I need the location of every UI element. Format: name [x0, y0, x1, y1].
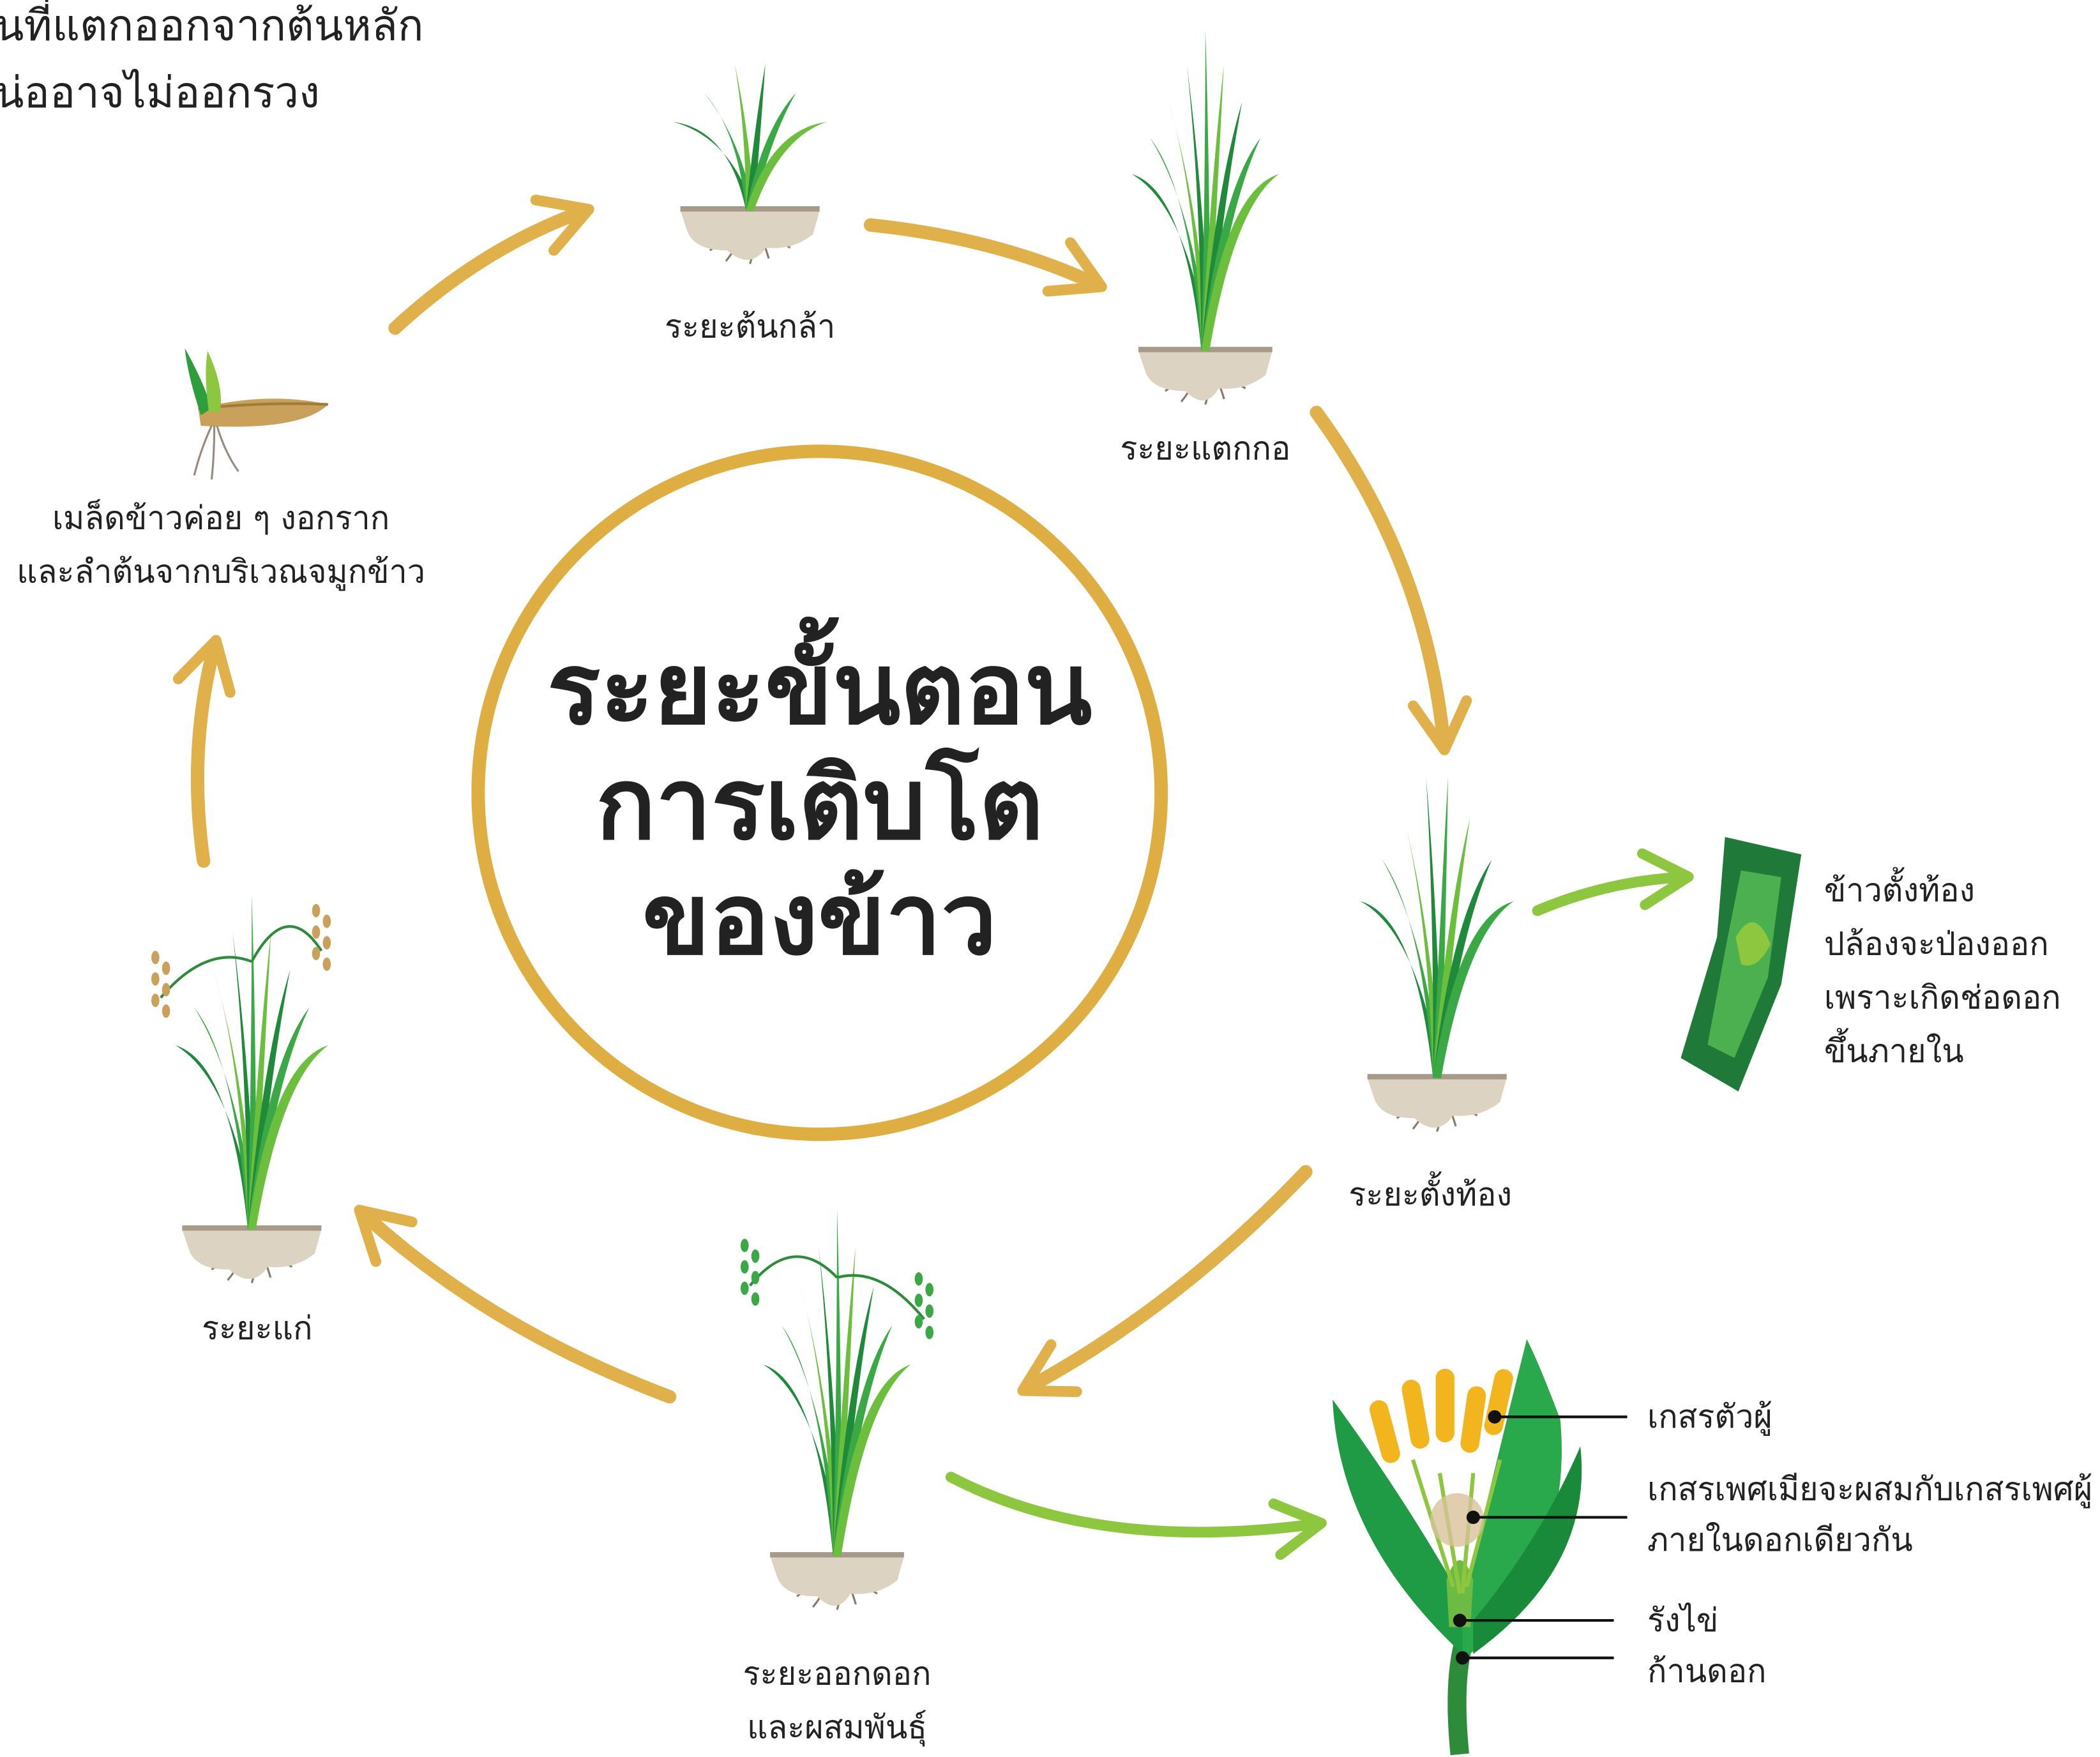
title-line: การเติบโต	[596, 746, 1043, 862]
grain	[151, 993, 160, 1007]
soil	[1138, 351, 1273, 401]
part-label: รังไข่	[1647, 1601, 1718, 1639]
stage-label: และผสมพันธุ์	[747, 1708, 927, 1747]
grain	[925, 1283, 933, 1296]
grain	[741, 1239, 749, 1252]
stage-label: เมล็ดข้าวค่อย ๆ งอกราก	[52, 499, 389, 537]
cycle-arrow	[365, 1214, 670, 1396]
grain	[312, 925, 321, 939]
grain	[312, 904, 321, 917]
grain	[752, 1292, 760, 1306]
grain	[741, 1281, 749, 1295]
part-label: ก้านดอก	[1647, 1652, 1767, 1690]
grain	[312, 947, 321, 960]
stem-section-illustration	[1681, 837, 1801, 1092]
soil	[770, 1556, 904, 1606]
grain	[162, 983, 170, 997]
grain	[925, 1326, 933, 1339]
title-line: ระยะขั้นตอน	[547, 617, 1092, 747]
part-label: เกสรเพศเมียจะผสมกับเกสรเพศผู้	[1647, 1470, 2092, 1508]
detail-text: ปล้องจะป่องออก	[1824, 925, 2049, 963]
cycle-arrow	[870, 225, 1095, 283]
grain	[323, 958, 331, 971]
cycle-arrow	[1317, 412, 1444, 743]
part-label: เกสรตัวผู้	[1647, 1398, 1772, 1436]
note-text: น่ออาจไม่ออกรวง	[0, 68, 320, 117]
detail-text: เพราะเกิดช่อดอก	[1824, 978, 2061, 1016]
panicle	[750, 1256, 837, 1285]
grain	[162, 1004, 170, 1018]
soil	[681, 210, 820, 260]
page: {"top_note": {"lines": ["นที่แตกออกจากต้…	[0, 0, 2100, 1757]
cycle-arrow	[197, 647, 214, 861]
stage-label: ระยะแตกกอ	[1120, 429, 1290, 467]
plant-illustration	[151, 894, 331, 1283]
stage-label: ระยะแก่	[202, 1309, 313, 1347]
plant-illustration	[674, 64, 827, 264]
grain	[741, 1260, 749, 1274]
plant-illustration	[1361, 777, 1514, 1131]
grain	[162, 961, 170, 975]
soil	[182, 1230, 321, 1279]
cycle-arrow	[395, 211, 583, 328]
grain	[915, 1293, 923, 1307]
grain	[323, 936, 331, 949]
grain	[915, 1272, 923, 1286]
detail-arrow	[951, 1477, 1315, 1532]
soil	[1368, 1078, 1507, 1128]
grain	[752, 1271, 760, 1285]
detail-arrow	[1537, 877, 1682, 910]
grain	[915, 1315, 923, 1329]
plant-illustration	[1131, 29, 1279, 404]
panicle	[252, 926, 321, 961]
plant-illustration	[741, 1208, 933, 1610]
part-label: ภายในดอกเดียวกัน	[1647, 1521, 1913, 1558]
grain	[323, 915, 331, 928]
diagram: นที่แตกออกจากต้นหลักน่ออาจไม่ออกรวงระยะข…	[0, 0, 2100, 1757]
detail-text: ขึ้นภายใน	[1824, 1027, 1964, 1069]
flower-illustration	[1333, 1339, 1627, 1754]
seed-illustration	[185, 348, 328, 479]
grain	[925, 1304, 933, 1318]
stage-label: และลำต้นจากบริเวณจมูกข้าว	[17, 552, 425, 591]
stage-label: ระยะออกดอก	[743, 1655, 932, 1693]
title-line: ของข้าว	[642, 861, 997, 977]
detail-text: ข้าวตั้งท้อง	[1824, 867, 1975, 909]
note-text: นที่แตกออกจากต้นหลัก	[0, 0, 424, 50]
panicle	[161, 957, 252, 997]
stage-label: ระยะต้นกล้า	[665, 308, 835, 345]
grain	[151, 951, 160, 964]
grain	[752, 1249, 760, 1263]
grain	[151, 972, 160, 986]
cycle-arrow	[1029, 1172, 1306, 1387]
stage-label: ระยะตั้งท้อง	[1348, 1171, 1512, 1213]
